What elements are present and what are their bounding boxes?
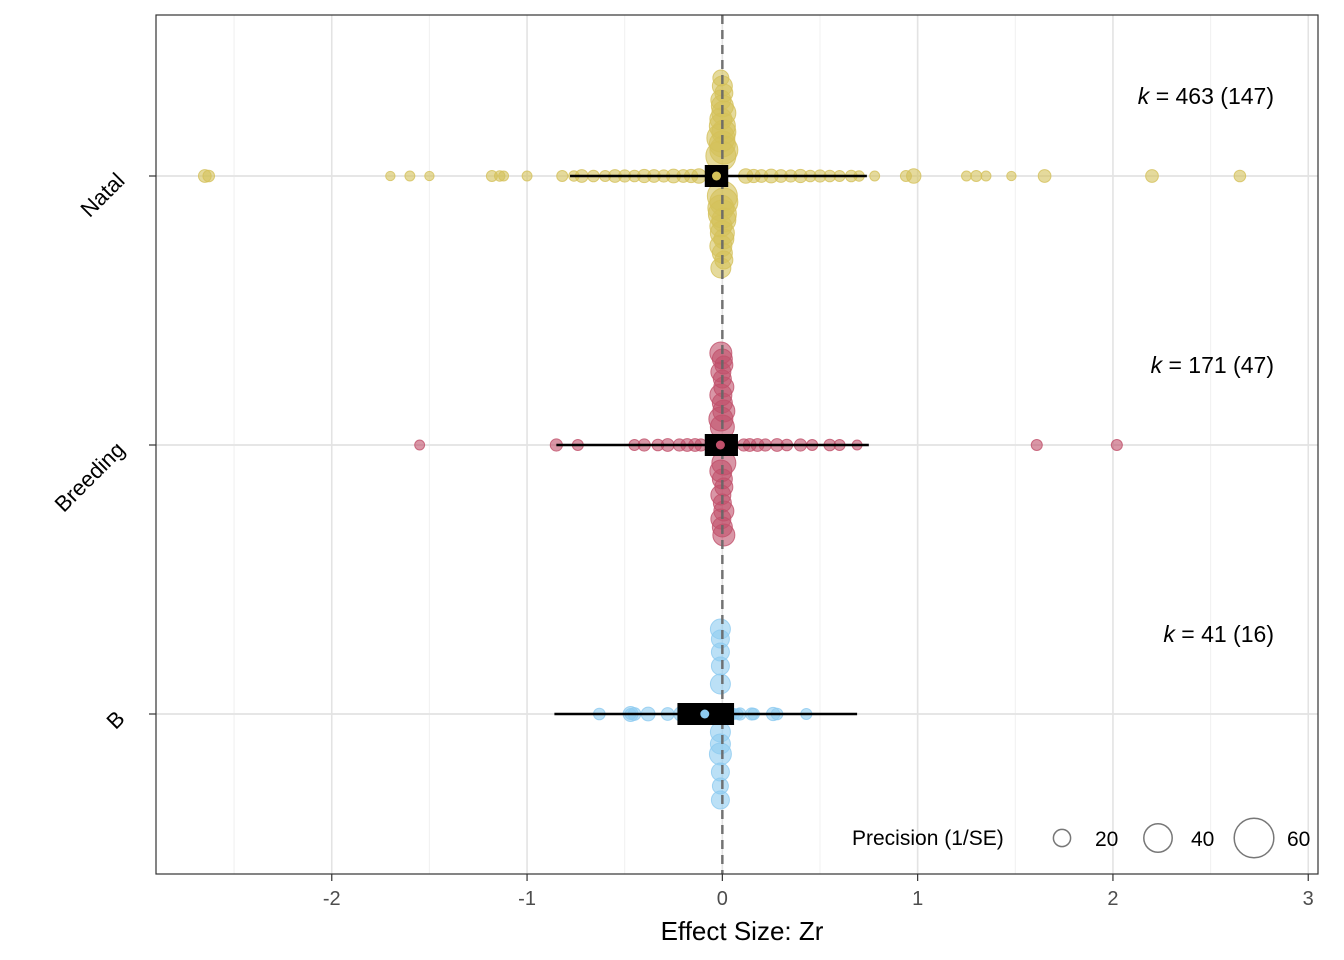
data-point — [385, 170, 396, 182]
k-studies: 16 — [1241, 621, 1267, 647]
k-symbol: k — [1138, 83, 1151, 109]
summary-layer — [554, 165, 869, 725]
data-point — [1110, 438, 1123, 452]
data-point — [498, 170, 510, 182]
data-point — [710, 656, 730, 676]
k-equals: = — [1156, 83, 1169, 109]
legend-key-circle — [1233, 817, 1275, 859]
legend-key-label: 40 — [1191, 828, 1214, 851]
k-studies: 147 — [1228, 83, 1266, 109]
data-point — [202, 169, 216, 183]
data-point — [1030, 438, 1043, 452]
data-point — [710, 790, 730, 810]
data-point — [869, 170, 881, 182]
k-value: 171 — [1188, 352, 1226, 378]
legend-key-label: 60 — [1287, 828, 1310, 851]
legend-key-circle — [1052, 828, 1072, 848]
data-point — [1145, 169, 1159, 183]
data-point — [404, 170, 416, 182]
data-point — [709, 673, 731, 695]
legend-key-label: 20 — [1095, 828, 1118, 851]
k-equals: = — [1168, 352, 1181, 378]
data-point — [1006, 170, 1017, 182]
legend-title: Precision (1/SE) — [852, 827, 1004, 850]
data-point — [710, 257, 732, 279]
data-point — [556, 169, 569, 183]
k-symbol: k — [1163, 621, 1176, 647]
x-tick-label: 2 — [1107, 888, 1118, 910]
category-label: B — [101, 706, 129, 734]
legend: Precision (1/SE) 20 40 60 — [852, 817, 1310, 859]
data-point — [414, 439, 426, 451]
legend-key-circle — [1143, 823, 1173, 853]
k-label: k = 171 (47) — [1151, 352, 1274, 378]
x-tick-label: 3 — [1303, 888, 1314, 910]
k-label-layer: k = 463 (147) k = 171 (47) k = 41 (16) — [1138, 83, 1274, 647]
data-point — [970, 169, 983, 183]
category-label: Natal — [76, 168, 130, 222]
k-value: 41 — [1201, 621, 1227, 647]
x-tick-label: -1 — [518, 888, 536, 910]
k-label: k = 41 (16) — [1163, 621, 1274, 647]
data-point — [708, 742, 732, 766]
k-value: 463 — [1176, 83, 1214, 109]
data-point — [899, 169, 912, 183]
k-symbol: k — [1151, 352, 1164, 378]
k-label: k = 463 (147) — [1138, 83, 1274, 109]
data-point — [980, 170, 992, 182]
data-point — [712, 523, 736, 547]
mean-estimate — [700, 709, 710, 719]
data-point — [1233, 169, 1247, 183]
data-point — [424, 170, 435, 182]
k-equals: = — [1181, 621, 1194, 647]
k-studies: 47 — [1241, 352, 1267, 378]
category-label: Breeding — [50, 437, 130, 517]
data-point — [961, 170, 972, 182]
x-axis-title: Effect Size: Zr — [661, 916, 824, 946]
data-point — [1037, 169, 1052, 183]
x-tick-label: 0 — [717, 888, 728, 910]
x-tick-label: -2 — [323, 888, 341, 910]
data-point — [521, 170, 533, 182]
x-tick-label: 1 — [912, 888, 923, 910]
mean-estimate — [715, 440, 725, 450]
mean-estimate — [711, 171, 721, 181]
